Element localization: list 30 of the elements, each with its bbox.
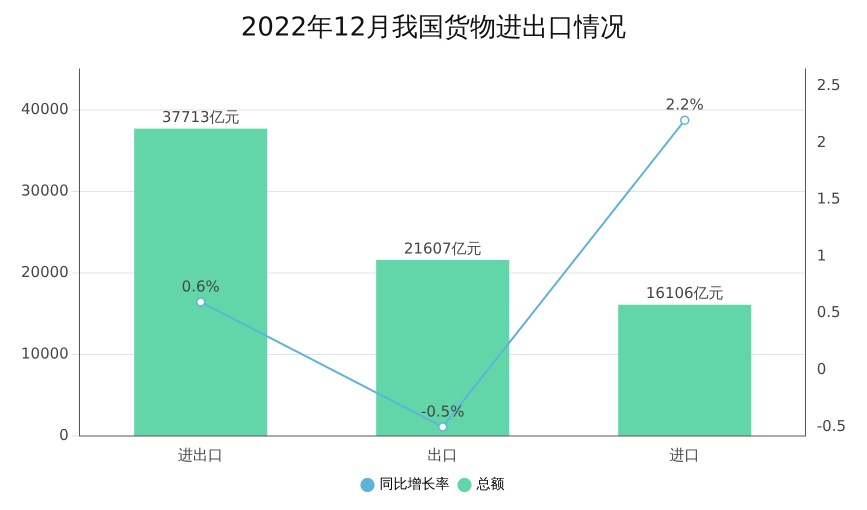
data-label: 37713亿元	[162, 108, 240, 126]
y2-tick-label: 2.5	[816, 76, 841, 94]
x-tick-label: 进口	[670, 446, 700, 464]
bar	[618, 304, 752, 436]
data-label: 21607亿元	[404, 239, 482, 258]
data-label: -0.5%	[420, 402, 464, 420]
bar	[134, 128, 268, 436]
point	[680, 116, 690, 126]
y-tick-label: 30000	[21, 181, 69, 200]
y2-tick-label: 1	[816, 246, 826, 264]
y-tick-label: 0	[59, 426, 69, 444]
y2-tick-label: -0.5	[816, 416, 846, 435]
x-tick-label: 出口	[428, 446, 458, 464]
data-label: 16106亿元	[646, 284, 724, 302]
point	[196, 297, 206, 307]
legend-label: 总额	[476, 476, 504, 493]
bar	[376, 260, 510, 436]
y-tick-label: 20000	[21, 262, 69, 281]
point	[438, 422, 448, 432]
legend-label: 同比增长率	[380, 476, 450, 493]
x-tick-label: 进出口	[178, 446, 224, 464]
y2-tick-label: 0.5	[816, 303, 841, 322]
data-label: 2.2%	[666, 96, 704, 114]
y2-tick-label: 2	[816, 132, 826, 151]
y-tick-label: 10000	[21, 344, 69, 362]
y2-tick-label: 1.5	[816, 190, 841, 208]
data-label: 0.6%	[182, 277, 220, 296]
y2-tick-label: 0	[816, 360, 826, 378]
y-tick-label: 40000	[21, 100, 69, 118]
chart-title: 2022年12月我国货物进出口情况	[240, 12, 626, 42]
